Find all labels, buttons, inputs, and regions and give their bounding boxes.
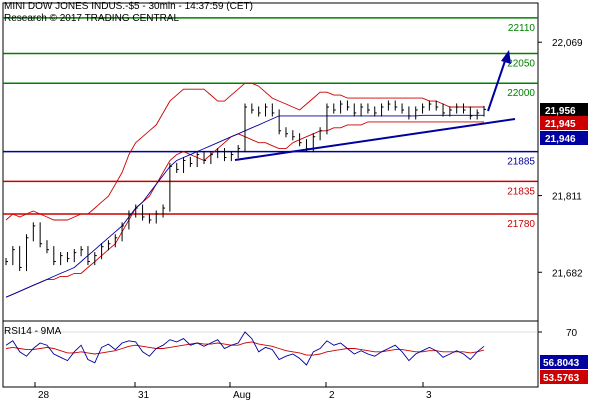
level-label-22050: 22050 xyxy=(507,59,535,70)
target-arrow-shaft xyxy=(487,57,507,112)
level-label-21885: 21885 xyxy=(507,157,535,168)
rsi-panel-frame xyxy=(2,320,539,388)
rsi-badge-blue: 56.8043 xyxy=(543,358,580,369)
time-tick-label: 28 xyxy=(38,390,50,400)
price-panel-frame xyxy=(2,2,539,322)
target-arrow-head xyxy=(501,50,511,64)
price-layer xyxy=(5,100,486,272)
price-badge-last: 21,956 xyxy=(545,106,576,117)
price-badges: 21,956 21,945 21,946 xyxy=(540,103,588,145)
rsi-line xyxy=(5,331,485,366)
price-tick-label: 21,811 xyxy=(552,192,582,203)
support-trendline xyxy=(234,118,516,161)
price-tick-label: 21,682 xyxy=(552,268,583,279)
rsi-badge-red: 53.5763 xyxy=(543,373,580,384)
level-label-21835: 21835 xyxy=(507,186,535,197)
time-tick-label: 31 xyxy=(138,390,150,400)
time-tick-label: 3 xyxy=(426,390,432,400)
rsi-badge-box xyxy=(540,355,588,369)
price-tick-label: 22,069 xyxy=(552,38,583,49)
time-tick-label: 2 xyxy=(329,390,335,400)
chart-title: MINI DOW JONES INDUS.-$5 - 30min - 14:37… xyxy=(4,1,253,12)
rsi-tick-label: 70 xyxy=(566,328,578,339)
copyright-notice: Research © 2017 TRADING CENTRAL xyxy=(4,13,180,24)
rsi-panel-label: RSI14 - 9MA xyxy=(4,326,62,337)
price-badge-box xyxy=(540,131,588,145)
price-badge-blue: 21,946 xyxy=(545,134,576,145)
price-badge-red: 21,945 xyxy=(545,119,576,130)
rsi-layer: 70 56.8043 53.5763 xyxy=(3,328,588,384)
bollinger-upper-line xyxy=(5,82,484,221)
levels-layer: 22110 22050 22000 21885 21835 21780 xyxy=(3,17,538,230)
price-axis: 22,069 21,811 21,682 xyxy=(538,38,583,279)
rsi-badge-box xyxy=(540,370,588,384)
level-label-22000: 22000 xyxy=(507,88,535,99)
trendline-layer xyxy=(234,50,516,161)
rsi-ma-line xyxy=(5,341,485,356)
time-tick-label: Aug xyxy=(233,390,251,400)
time-axis: 28 31 Aug 2 3 xyxy=(34,382,432,400)
price-badge-box xyxy=(540,103,588,117)
price-badge-box xyxy=(540,116,588,130)
level-label-21780: 21780 xyxy=(507,219,535,230)
level-label-22110: 22110 xyxy=(508,23,536,34)
